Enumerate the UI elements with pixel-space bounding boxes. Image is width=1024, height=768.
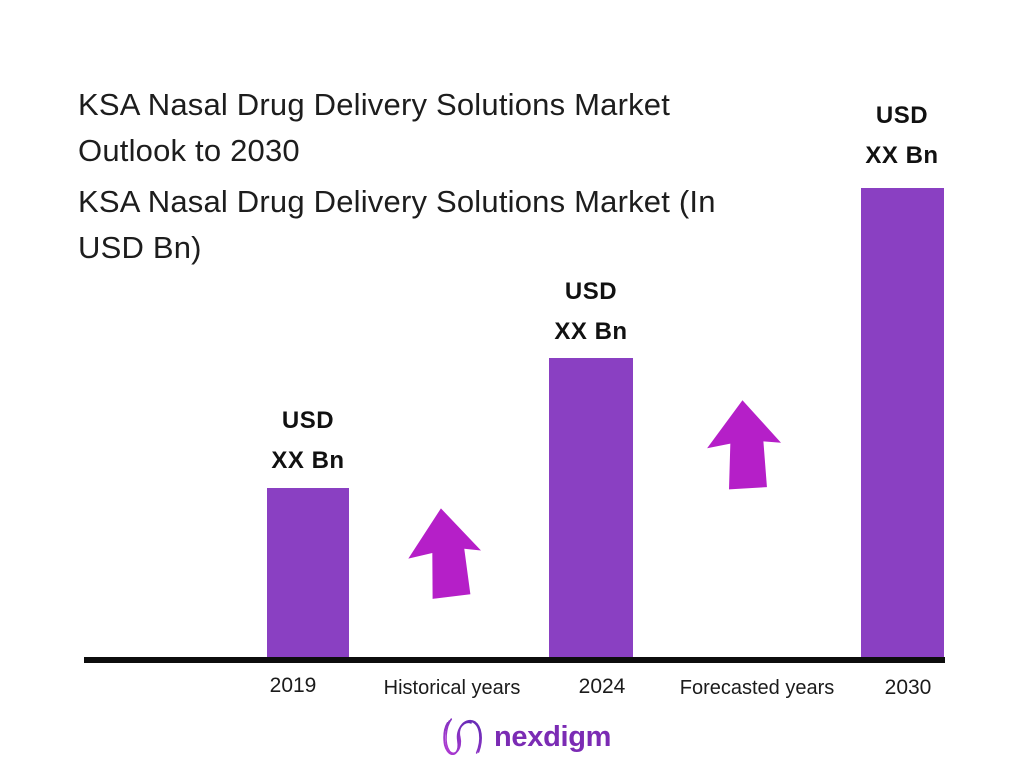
bar-2019-value-amount: XX Bn bbox=[271, 447, 345, 474]
bar-2030-value-label: USD XX Bn bbox=[822, 96, 982, 176]
x-tick-2024: 2024 bbox=[578, 675, 626, 698]
chart-subtitle-line-1: KSA Nasal Drug Delivery Solutions Market… bbox=[78, 184, 716, 219]
nexdigm-logo: nexdigm bbox=[440, 714, 611, 760]
bar-2019-value-label: USD XX Bn bbox=[228, 401, 388, 481]
bar-2030-value-amount: XX Bn bbox=[865, 142, 939, 169]
bar-2024-value-label: USD XX Bn bbox=[511, 272, 671, 352]
bar-2019-value-currency: USD bbox=[281, 407, 335, 434]
bar-2024-value-currency: USD bbox=[564, 278, 618, 305]
growth-arrow-up-icon bbox=[408, 508, 481, 599]
nexdigm-wave-n-icon bbox=[443, 718, 482, 756]
title-block: KSA Nasal Drug Delivery Solutions Market… bbox=[78, 82, 838, 276]
chart-subtitle: KSA Nasal Drug Delivery Solutions Market… bbox=[78, 179, 838, 271]
bar-2024 bbox=[549, 358, 633, 658]
growth-arrow-up-icon bbox=[707, 400, 781, 490]
bar-2019 bbox=[267, 488, 349, 658]
x-tick-2019: 2019 bbox=[269, 674, 317, 697]
chart-subtitle-line-2: USD Bn) bbox=[78, 230, 202, 265]
historical-years-label: Historical years bbox=[383, 677, 521, 699]
forecasted-years-label: Forecasted years bbox=[679, 677, 835, 699]
bar-2024-value-amount: XX Bn bbox=[554, 318, 628, 345]
x-tick-2030: 2030 bbox=[884, 676, 932, 699]
bar-2030-value-currency: USD bbox=[875, 102, 929, 129]
page-title: KSA Nasal Drug Delivery Solutions Market… bbox=[78, 82, 838, 174]
nexdigm-wordmark: nexdigm bbox=[494, 720, 612, 753]
page-title-line-2: Outlook to 2030 bbox=[78, 133, 300, 168]
bar-2030 bbox=[861, 188, 944, 658]
page-title-line-1: KSA Nasal Drug Delivery Solutions Market bbox=[78, 87, 671, 122]
x-axis-line bbox=[84, 657, 945, 663]
